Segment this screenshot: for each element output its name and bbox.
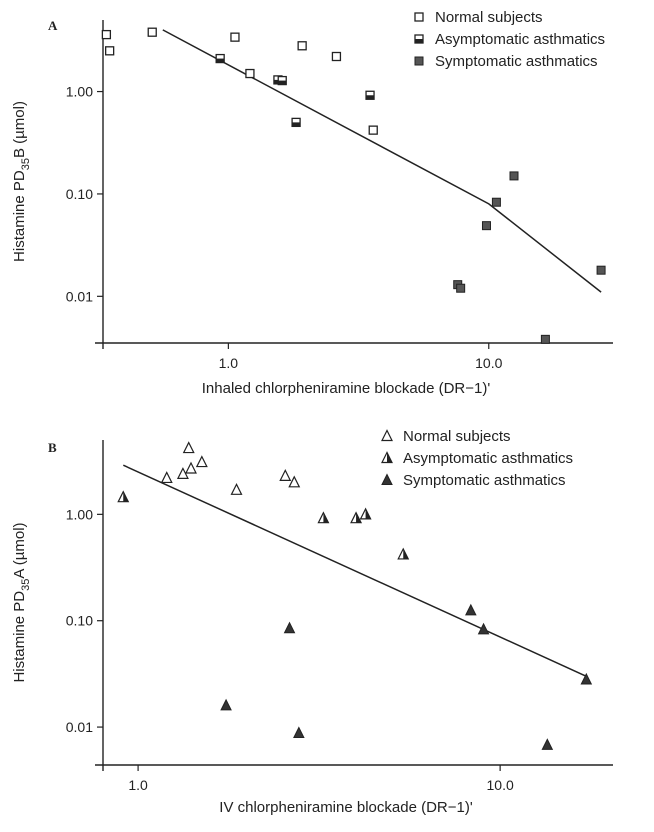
panel-b-legend-label: Asymptomatic asthmatics [403,450,573,467]
panel-b-point-half-triangle [317,511,330,524]
panel-a-y-tick-label: 0.01 [66,288,93,304]
panel-a-x-tick-label: 10.0 [475,355,502,371]
panel-b-y-axis-label: Histamine PD35A (µmol) [11,522,32,682]
panel-b-point-half-triangle-fill [123,491,129,502]
panel-b-legend-label: Symptomatic asthmatics [403,472,566,489]
panel-b-point-open-triangle [195,455,208,468]
panel-b: B 1.00 0.10 0.01 1.0 10.0 IV chlorpheniramine … [11,428,613,816]
panel-a-point-half-square [365,90,375,100]
panel-b-series-filled-triangle [220,603,593,750]
panel-b-legend-marker-half-triangle [381,451,393,464]
panel-a-point-open-square [147,27,157,37]
panel-a-y-axis-label-subscript: 35 [20,158,32,170]
panel-b-letter: B [48,440,57,455]
panel-a-y-axis-label-suffix: B (µmol) [11,101,28,158]
panel-b-point-filled-triangle [580,672,593,685]
panel-b-point-half-triangle-fill [356,512,362,523]
panel-b-legend-marker-open-triangle [381,429,393,442]
panel-a-y-tick-label: 0.10 [66,186,93,202]
panel-a-fit-line [162,29,602,293]
panel-a-point-half-square-fill [366,95,375,100]
panel-a-legend-marker-filled-square [414,56,424,66]
panel-a-legend-marker-open-square [414,12,424,22]
panel-a-point-filled-square [481,221,491,231]
panel-b-y-axis-label-suffix: A (µmol) [11,522,28,578]
panel-b-x-tick-label: 1.0 [128,777,148,793]
panel-a-point-half-square-fill [292,122,301,127]
panel-b-point-open-triangle [230,482,243,495]
panel-a-point-open-square [230,32,240,42]
panel-b-y-tick-label: 0.10 [66,613,93,629]
panel-a-legend-label: Asymptomatic asthmatics [435,31,605,48]
panel-b-y-tick-label: 1.00 [66,506,93,522]
panel-b-point-half-triangle [350,511,363,524]
panel-a-legend-label: Normal subjects [435,9,543,26]
panel-b-point-open-triangle [279,469,292,481]
panel-b-point-open-triangle [185,461,197,474]
panel-a-point-open-square [245,68,255,79]
panel-a-legend-marker-half-square-fill [415,39,423,43]
panel-a-legend: Normal subjects Asymptomatic asthmatics Sy… [414,9,605,70]
panel-b-series-half-triangle [117,490,410,560]
panel-b-point-filled-triangle [220,698,232,711]
panel-a-x-axis-label: Inhaled chlorpheniramine blockade (DR−1)… [202,380,491,397]
panel-a-point-half-square-fill [216,58,225,63]
panel-a-point-open-square [331,51,342,62]
panel-a-point-filled-square [540,334,550,344]
panel-b-y-axis-label-subscript: 35 [20,579,32,591]
panel-b-x-axis-label: IV chlorpheniramine blockade (DR−1)' [219,799,473,816]
panel-b-point-half-triangle [359,507,372,520]
panel-b-series-open-triangle [160,441,301,495]
panel-b-point-filled-triangle [283,621,296,634]
panel-b-point-open-triangle [182,441,195,454]
panel-b-y-tick-label: 0.01 [66,719,93,735]
panel-a-legend-marker-half-square [414,34,424,44]
panel-b-point-open-triangle [160,471,173,484]
panel-a-point-filled-square [491,197,501,207]
panel-b-x-tick-label: 10.0 [487,777,514,793]
panel-b-legend: Normal subjects Asymptomatic asthmatics Sy… [381,428,573,489]
panel-b-point-half-triangle-fill [365,508,371,519]
panel-b-point-half-triangle-fill [403,548,409,559]
panel-a-letter: A [48,18,58,33]
panel-a-point-filled-square [456,283,466,293]
panel-b-point-half-triangle [397,547,410,560]
panel-a-point-filled-square [509,171,519,181]
panel-a-point-open-square [101,29,112,40]
panel-a-series-filled-square [453,171,606,344]
panel-a-x-tick-label: 1.0 [219,355,239,371]
panel-a-y-tick-label: 1.00 [66,84,93,100]
panel-b-y-axis-label-main: Histamine PD [11,591,28,683]
panel-a-point-open-square [297,41,307,51]
panel-a-point-filled-square [596,265,606,275]
panel-b-legend-marker-half-triangle-fill [387,452,392,463]
panel-a-legend-label: Symptomatic asthmatics [435,53,598,70]
panel-a-y-axis-label-main: Histamine PD [11,170,28,262]
panel-b-point-open-triangle [288,475,301,488]
panel-a-y-axis-label: Histamine PD35B (µmol) [11,101,32,262]
panel-b-point-filled-triangle [293,726,305,738]
panel-a-point-half-square [277,75,287,86]
panel-a: A 1.00 0.10 0.01 1.0 10.0 Inhaled chlorphenira… [11,9,613,397]
panel-a-point-half-square [291,117,301,128]
panel-a-point-half-square [215,53,225,64]
panel-b-legend-marker-filled-triangle [381,473,393,485]
panel-b-legend-label: Normal subjects [403,428,511,445]
panel-a-series-half-square [215,53,375,128]
panel-a-point-half-square-fill [278,80,287,85]
panel-a-point-open-square [368,125,378,135]
panel-b-point-half-triangle [117,490,130,503]
panel-b-point-half-triangle-fill [323,512,329,523]
panel-a-point-open-square [105,46,115,56]
panel-b-point-filled-triangle [541,738,554,750]
panel-b-point-filled-triangle [465,603,477,616]
panel-b-point-filled-triangle [477,622,490,635]
panel-b-fit-line [122,464,587,677]
panel-a-series-open-square [101,27,378,135]
